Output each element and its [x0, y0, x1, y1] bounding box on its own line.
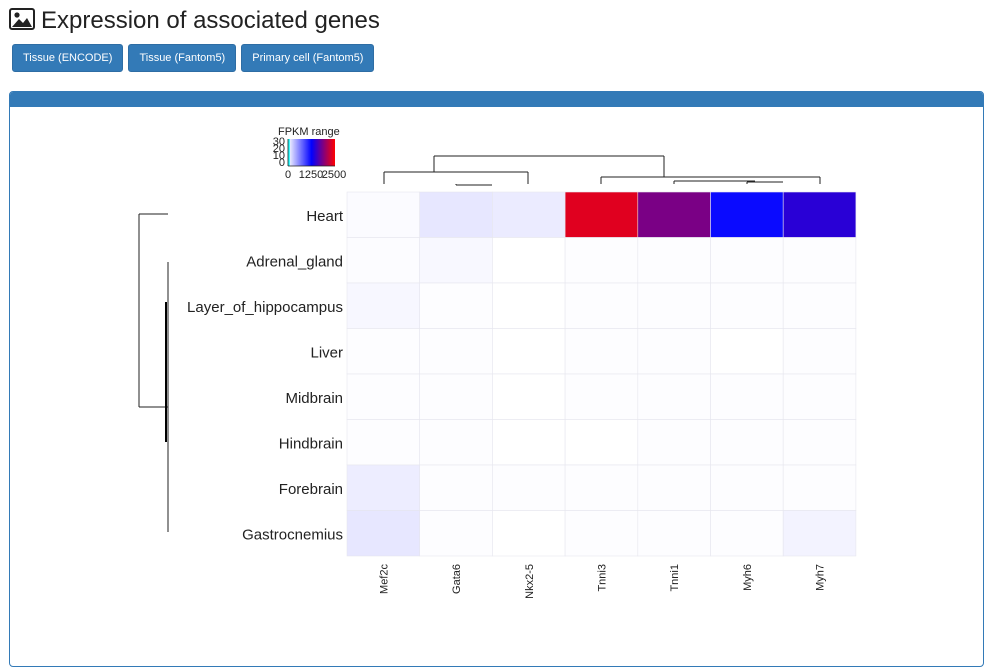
tissue-encode-button[interactable]: Tissue (ENCODE) — [12, 44, 124, 72]
heatmap-cell — [419, 510, 493, 557]
heatmap-cell — [782, 419, 857, 466]
tissue-fantom5-button[interactable]: Tissue (Fantom5) — [128, 44, 237, 72]
heatmap-cell — [346, 237, 420, 284]
heatmap-cell — [637, 419, 711, 466]
legend-y-tick: 0 — [279, 157, 285, 169]
column-label: Tnni1 — [669, 564, 681, 592]
row-label: Heart — [306, 208, 344, 225]
heatmap-cell — [710, 237, 784, 284]
heatmap-cell — [564, 464, 639, 511]
heatmap-cell — [710, 282, 784, 329]
heatmap-cell — [637, 464, 711, 511]
column-label: Tnni3 — [596, 564, 608, 592]
heatmap-cell — [419, 237, 493, 284]
column-label: Gata6 — [451, 564, 463, 594]
heatmap-cell — [782, 464, 857, 511]
heatmap-cell — [346, 328, 420, 375]
row-label: Hindbrain — [279, 435, 343, 452]
primary-cell-fantom5-button[interactable]: Primary cell (Fantom5) — [241, 44, 375, 72]
legend-title: FPKM range — [278, 126, 340, 138]
heatmap-cell — [637, 237, 711, 284]
heatmap-cell — [346, 191, 420, 238]
heatmap-cell — [492, 464, 566, 511]
image-icon — [9, 7, 35, 35]
heatmap-cell — [419, 191, 493, 238]
legend-color-bar — [288, 139, 335, 166]
panel-heading — [10, 92, 983, 107]
heatmap-cell — [346, 464, 420, 511]
heatmap-cell — [346, 373, 420, 420]
heatmap-cell — [346, 419, 420, 466]
heatmap-cell — [710, 464, 784, 511]
row-label: Forebrain — [279, 481, 343, 498]
heatmap-cell — [782, 510, 857, 557]
heatmap-cell — [346, 510, 420, 557]
heatmap-cell — [346, 282, 420, 329]
heatmap-cell — [710, 373, 784, 420]
heatmap-cell — [564, 419, 639, 466]
heatmap-cell — [564, 328, 639, 375]
column-label: Nkx2-5 — [524, 564, 536, 599]
heatmap-cell — [419, 282, 493, 329]
heatmap-cell — [637, 191, 711, 238]
heatmap-cell — [782, 282, 857, 329]
heatmap-cell — [492, 419, 566, 466]
row-label: Midbrain — [285, 390, 343, 407]
heatmap-cell — [419, 464, 493, 511]
column-label: Mef2c — [378, 564, 390, 594]
heatmap-cell — [564, 282, 639, 329]
heatmap-cell — [419, 373, 493, 420]
heatmap-chart: Heart Adrenal_gland Layer_of_hippocampus Li… — [138, 126, 857, 599]
heatmap-cell — [637, 373, 711, 420]
row-label: Adrenal_gland — [246, 253, 343, 270]
heatmap-cell — [710, 191, 784, 238]
heatmap-panel: Heart Adrenal_gland Layer_of_hippocampus Li… — [9, 91, 984, 667]
heatmap-cell — [564, 191, 639, 238]
heatmap-cell — [710, 510, 784, 557]
heatmap-cell — [419, 328, 493, 375]
legend-x-tick: 0 — [285, 169, 291, 181]
heatmap-cell — [782, 328, 857, 375]
column-label: Myh7 — [815, 564, 827, 591]
page-title: Expression of associated genes — [41, 7, 380, 34]
heatmap-cell — [710, 419, 784, 466]
heatmap-cell — [492, 510, 566, 557]
heatmap-cell — [492, 282, 566, 329]
heatmap-cell — [564, 510, 639, 557]
heatmap-cell — [637, 510, 711, 557]
row-label: Layer_of_hippocampus — [187, 299, 343, 316]
heatmap-cell — [782, 237, 857, 284]
legend-x-tick: 1250 — [299, 169, 323, 181]
heatmap-cell — [710, 328, 784, 375]
legend-y-tick: 20 — [273, 143, 285, 155]
legend-y-tick: 30 — [273, 136, 285, 148]
heatmap-cell — [492, 237, 566, 284]
heatmap-cell — [564, 373, 639, 420]
heatmap-cell — [492, 373, 566, 420]
heatmap-cell — [492, 191, 566, 238]
row-label: Gastrocnemius — [242, 526, 343, 543]
heatmap-cell — [492, 328, 566, 375]
page-header: Expression of associated genes — [9, 5, 380, 37]
heatmap-cell — [637, 282, 711, 329]
column-label: Myh6 — [742, 564, 754, 591]
dataset-tabs: Tissue (ENCODE) Tissue (Fantom5) Primary… — [12, 44, 379, 72]
heatmap-cell — [782, 191, 857, 238]
heatmap-cell — [637, 328, 711, 375]
row-label: Liver — [310, 344, 343, 361]
legend-y-tick: 10 — [273, 150, 285, 162]
legend-x-tick: 2500 — [322, 169, 346, 181]
heatmap-cell — [419, 419, 493, 466]
heatmap-cell — [782, 373, 857, 420]
heatmap-cell — [564, 237, 639, 284]
